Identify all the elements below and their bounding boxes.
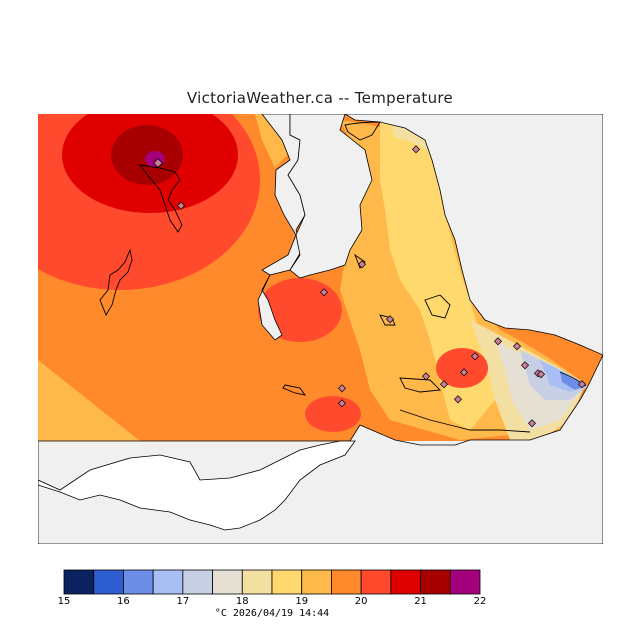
- station-marker: [337, 399, 347, 408]
- coastline-details: [99, 121, 587, 433]
- station-marker: [470, 352, 480, 361]
- station-marker: [337, 384, 347, 393]
- scale-tick-label: 15: [57, 596, 71, 607]
- scale-swatch: [63, 569, 95, 595]
- station-marker: [411, 145, 421, 154]
- scale-tick-label: 17: [176, 596, 190, 607]
- scale-swatch: [182, 569, 213, 595]
- station-marker: [319, 288, 329, 297]
- scale-swatch: [123, 569, 154, 595]
- station-marker: [493, 337, 503, 346]
- eastern-zone: [340, 120, 588, 440]
- scale-swatch: [331, 569, 362, 595]
- station-marker: [176, 201, 186, 210]
- station-marker: [527, 419, 537, 428]
- station-marker: [459, 368, 469, 377]
- hot-spot-south: [305, 396, 361, 432]
- station-marker: [421, 372, 431, 381]
- scale-swatch: [152, 569, 184, 595]
- station-marker: [357, 260, 367, 269]
- scale-swatch: [449, 569, 481, 595]
- scale-swatch: [93, 569, 124, 595]
- scale-tick-label: 16: [117, 596, 130, 607]
- units-and-timestamp: °C 2026/04/19 14:44: [214, 608, 330, 619]
- scale-swatch: [212, 569, 243, 595]
- scale-swatch: [241, 569, 273, 595]
- hot-spot-center: [258, 278, 342, 342]
- station-marker: [577, 380, 587, 389]
- scale-swatch: [360, 569, 392, 595]
- scale-tick-label: 18: [235, 596, 249, 607]
- station-marker: [536, 370, 546, 379]
- scale-swatch: [271, 569, 303, 595]
- station-marker: [512, 342, 522, 351]
- scale-swatch: [390, 569, 421, 595]
- south-landmass: [38, 440, 356, 531]
- warm-core-nw: [38, 114, 260, 290]
- station-marker: [453, 395, 463, 404]
- station-marker: [385, 315, 395, 324]
- scale-tick-label: 19: [295, 596, 309, 607]
- map-title: VictoriaWeather.ca -- Temperature: [186, 89, 454, 107]
- scale-tick-label: 22: [473, 596, 487, 607]
- station-marker: [153, 158, 163, 168]
- scale-tick-label: 21: [414, 596, 427, 607]
- station-markers: [153, 145, 587, 428]
- scale-swatch: [301, 569, 332, 595]
- scale-tick-label: 20: [354, 596, 368, 607]
- station-marker: [439, 380, 449, 389]
- scale-swatch: [420, 569, 451, 595]
- station-marker: [520, 361, 530, 370]
- sw-corner-field: [38, 360, 140, 441]
